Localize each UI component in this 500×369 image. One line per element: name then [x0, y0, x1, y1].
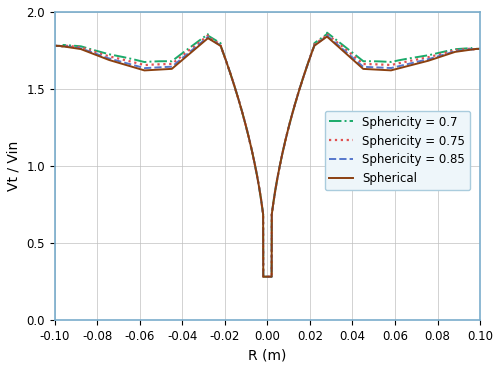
Sphericity = 0.7 — [126, 56, 132, 61]
Sphericity = 0.7 — [100, 51, 106, 55]
Spherical — [100, 56, 106, 60]
Line: Sphericity = 0.75: Sphericity = 0.75 — [55, 34, 480, 277]
Legend: Sphericity = 0.7, Sphericity = 0.75, Sphericity = 0.85, Spherical: Sphericity = 0.7, Sphericity = 0.75, Sph… — [324, 111, 470, 190]
Sphericity = 0.75 — [100, 52, 106, 57]
Sphericity = 0.85 — [423, 58, 429, 62]
Spherical — [469, 47, 475, 52]
Sphericity = 0.75 — [52, 44, 58, 48]
Sphericity = 0.75 — [423, 56, 429, 60]
Sphericity = 0.75 — [469, 47, 475, 52]
Y-axis label: Vt / Vin: Vt / Vin — [7, 141, 21, 191]
Sphericity = 0.7 — [260, 275, 266, 279]
Spherical — [52, 44, 58, 48]
Sphericity = 0.7 — [234, 90, 239, 94]
Spherical — [477, 46, 483, 51]
Sphericity = 0.75 — [215, 41, 221, 45]
Sphericity = 0.85 — [126, 62, 132, 66]
Sphericity = 0.7 — [52, 44, 58, 48]
Sphericity = 0.75 — [234, 90, 239, 94]
Sphericity = 0.75 — [260, 275, 266, 279]
Spherical — [215, 42, 221, 46]
Spherical — [234, 90, 239, 94]
X-axis label: R (m): R (m) — [248, 348, 286, 362]
Sphericity = 0.7 — [423, 54, 429, 58]
Sphericity = 0.75 — [324, 32, 330, 36]
Sphericity = 0.85 — [477, 46, 483, 51]
Sphericity = 0.75 — [126, 59, 132, 63]
Spherical — [423, 59, 429, 63]
Line: Sphericity = 0.7: Sphericity = 0.7 — [55, 32, 480, 277]
Line: Sphericity = 0.85: Sphericity = 0.85 — [55, 35, 480, 277]
Sphericity = 0.85 — [100, 54, 106, 59]
Sphericity = 0.7 — [477, 46, 483, 51]
Sphericity = 0.7 — [469, 47, 475, 52]
Spherical — [260, 275, 266, 279]
Sphericity = 0.85 — [234, 90, 239, 94]
Sphericity = 0.85 — [215, 42, 221, 46]
Sphericity = 0.85 — [260, 275, 266, 279]
Sphericity = 0.85 — [52, 44, 58, 48]
Sphericity = 0.75 — [477, 46, 483, 51]
Spherical — [126, 63, 132, 68]
Line: Spherical: Spherical — [55, 37, 480, 277]
Sphericity = 0.85 — [469, 47, 475, 52]
Spherical — [324, 34, 330, 39]
Sphericity = 0.85 — [324, 33, 330, 38]
Sphericity = 0.7 — [324, 30, 330, 35]
Sphericity = 0.7 — [215, 39, 221, 44]
